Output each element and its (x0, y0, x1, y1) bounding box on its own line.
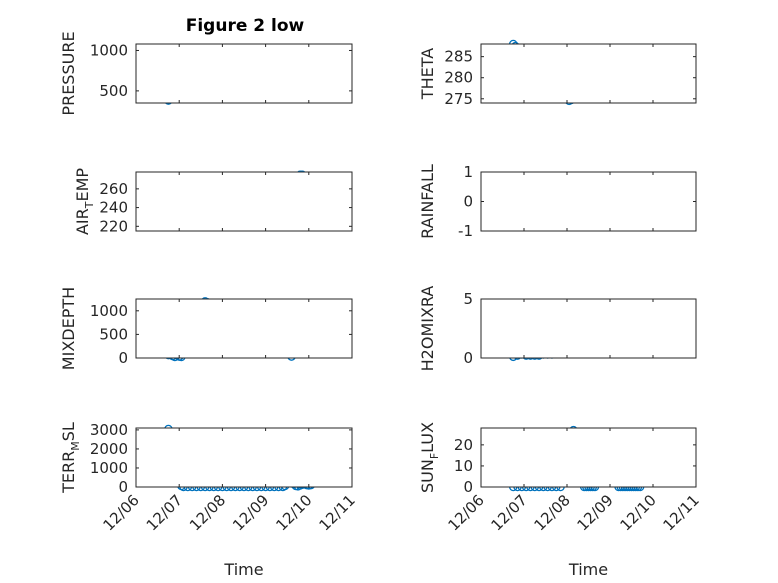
y-axis-label-tail: SL (59, 422, 78, 441)
x-tick-label: 12/11 (316, 491, 359, 534)
panel-mixdepth: 0 500 1000 MIXDEPTH (59, 287, 353, 370)
x-tick-label: 12/09 (229, 491, 272, 534)
y-axis-label-main: SUN (418, 459, 437, 493)
y-axis-label-tail: EMP (73, 168, 92, 202)
axes-frame (135, 43, 353, 104)
x-tick-label: 12/07 (488, 491, 531, 534)
panel-theta: 275 280 285 THETA (418, 39, 697, 108)
axes-frame (480, 298, 697, 359)
y-tick-label: 500 (99, 82, 128, 100)
y-axis-label-subscript: T (83, 201, 96, 209)
y-tick-label: 275 (444, 90, 473, 108)
y-tick-label: 0 (463, 478, 473, 496)
y-axis-label: H2OMIXRA (418, 286, 437, 372)
y-tick-label: 220 (99, 217, 128, 235)
y-axis-label-main: AIR (73, 208, 92, 235)
y-tick-label: 1000 (90, 302, 128, 320)
panel-rainfall: -1 0 1 RAINFALL (418, 163, 697, 240)
panel-h2omixra: 0 5 H2OMIXRA (418, 286, 697, 372)
y-tick-label: 260 (99, 180, 128, 198)
y-tick-label: 0 (463, 193, 473, 211)
axes-frame (480, 427, 697, 488)
y-tick-label: 0 (118, 478, 128, 496)
y-axis-label: RAINFALL (418, 164, 437, 239)
axes-frame (135, 171, 353, 232)
y-axis-label-main: MIXDEPTH (59, 287, 78, 370)
x-tick-label: 12/08 (186, 491, 229, 534)
x-axis-label: Time (568, 560, 608, 579)
y-axis-label: TERRMSL (59, 422, 82, 494)
y-tick-label: 10 (454, 457, 473, 475)
y-tick-label: 2000 (90, 440, 128, 458)
y-axis-label-main: THETA (418, 48, 437, 100)
y-tick-label: 285 (444, 48, 473, 66)
y-tick-label: 240 (99, 199, 128, 217)
panel-pressure: 500 1000 PRESSURE (59, 31, 353, 116)
y-tick-label: 1000 (90, 41, 128, 59)
y-tick-label: 0 (118, 349, 128, 367)
x-tick-label: 12/07 (143, 491, 186, 534)
y-axis-label-main: PRESSURE (59, 31, 78, 115)
y-axis-label-tail: LUX (418, 422, 437, 453)
y-axis-label: MIXDEPTH (59, 287, 78, 370)
y-tick-label: 500 (99, 325, 128, 343)
x-tick-label: 12/09 (574, 491, 617, 534)
x-tick-label: 12/10 (617, 491, 660, 534)
x-tick-label: 12/11 (660, 491, 703, 534)
y-axis-label: SUNFLUX (418, 422, 441, 493)
y-axis-label: AIRTEMP (73, 168, 96, 235)
x-tick-label: 12/06 (445, 491, 488, 534)
y-axis-label-subscript: F (428, 453, 441, 459)
x-tick-label: 12/08 (531, 491, 574, 534)
y-tick-label: 280 (444, 69, 473, 87)
axes-frame (480, 43, 697, 104)
panel-sun_flux: 0 10 20 12/06 12/07 12/08 12/09 12/10 12/11 Time S… (418, 422, 703, 579)
y-axis-label: THETA (418, 48, 437, 100)
y-axis-label-main: RAINFALL (418, 164, 437, 239)
y-axis-label-main: TERR (59, 451, 78, 494)
axes-frame (135, 427, 353, 488)
y-tick-label: -1 (458, 222, 473, 240)
y-axis-label-main: H2OMIXRA (418, 286, 437, 372)
y-tick-label: 1000 (90, 459, 128, 477)
y-axis-label: PRESSURE (59, 31, 78, 115)
y-axis-label-subscript: M (69, 441, 82, 451)
x-axis-label: Time (223, 560, 263, 579)
x-tick-label: 12/10 (272, 491, 315, 534)
y-tick-label: 5 (463, 290, 473, 308)
figure-title: Figure 2 low (186, 16, 305, 36)
y-tick-label: 0 (463, 349, 473, 367)
y-tick-label: 20 (454, 436, 473, 454)
y-tick-label: 1 (463, 163, 473, 181)
x-tick-label: 12/06 (100, 491, 143, 534)
axes-frame (480, 171, 697, 232)
y-tick-label: 3000 (90, 421, 128, 439)
axes-frame (135, 298, 353, 359)
